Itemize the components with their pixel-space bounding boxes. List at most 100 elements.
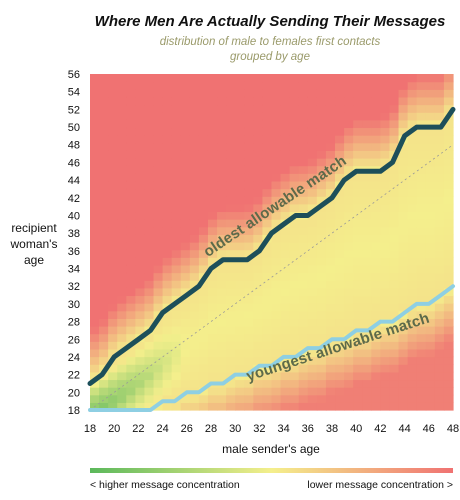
heatmap-cell: [235, 264, 245, 274]
heatmap-cell: [162, 196, 173, 205]
heatmap-cell: [316, 112, 327, 121]
heatmap-cell: [153, 242, 164, 251]
heatmap-cell: [362, 402, 372, 411]
heatmap-cell: [253, 74, 264, 83]
heatmap-cell: [425, 188, 436, 197]
heatmap-cell: [153, 165, 164, 174]
heatmap-cell: [244, 242, 254, 251]
heatmap-cell: [217, 242, 227, 251]
heatmap-cell: [117, 387, 127, 396]
heatmap-cell: [253, 234, 264, 243]
heatmap-cell: [325, 165, 336, 174]
heatmap-cell: [307, 226, 318, 235]
heatmap-cell: [362, 226, 372, 235]
heatmap-cell: [380, 287, 391, 297]
heatmap-cell: [389, 211, 400, 220]
heatmap-cell: [434, 264, 445, 274]
heatmap-cell: [153, 219, 164, 228]
heatmap-cell: [344, 112, 354, 121]
heatmap-cell: [189, 249, 200, 258]
x-tick-label: 32: [253, 423, 265, 435]
heatmap-cell: [425, 196, 436, 205]
heatmap-cell: [226, 394, 236, 403]
heatmap-cell: [325, 326, 336, 335]
heatmap-cell: [434, 272, 445, 281]
heatmap-cell: [217, 234, 227, 243]
heatmap-cell: [162, 89, 173, 98]
heatmap-cell: [135, 104, 146, 113]
heatmap-cell: [117, 188, 127, 197]
heatmap-cell: [425, 394, 436, 403]
heatmap-cell: [253, 264, 264, 274]
heatmap-cell: [407, 81, 418, 90]
heatmap-cell: [207, 196, 218, 205]
heatmap-cell: [108, 348, 118, 358]
heatmap-cell: [325, 96, 336, 106]
heatmap-cell: [244, 326, 254, 335]
heatmap-cell: [407, 219, 418, 228]
heatmap-cell: [262, 196, 273, 205]
heatmap-cell: [180, 348, 191, 358]
heatmap-cell: [434, 402, 445, 411]
heatmap-cell: [262, 264, 273, 274]
heatmap-cell: [99, 96, 109, 106]
heatmap-cell: [280, 211, 291, 220]
heatmap-cell: [280, 96, 291, 106]
heatmap-cell: [280, 341, 291, 350]
heatmap-cell: [434, 333, 445, 342]
heatmap-cell: [117, 280, 127, 289]
heatmap-cell: [298, 402, 309, 411]
heatmap-cell: [253, 287, 264, 297]
heatmap-cell: [180, 142, 191, 151]
heatmap-cell: [344, 264, 354, 274]
heatmap-cell: [398, 142, 409, 151]
heatmap-cell: [407, 379, 418, 388]
heatmap-cell: [407, 387, 418, 396]
heatmap-cell: [162, 371, 173, 381]
heatmap-cell: [289, 81, 300, 90]
heatmap-cell: [344, 356, 354, 365]
heatmap-cell: [344, 318, 354, 327]
heatmap-cell: [207, 333, 218, 342]
heatmap-cell: [189, 348, 200, 358]
heatmap-cell: [425, 280, 436, 289]
heatmap-cell: [117, 150, 127, 159]
heatmap-cell: [90, 74, 100, 83]
heatmap-cell: [443, 219, 454, 228]
heatmap-cell: [398, 371, 409, 381]
heatmap-cell: [443, 119, 454, 129]
heatmap-cell: [226, 119, 236, 129]
heatmap-cell: [135, 318, 146, 327]
heatmap-cell: [207, 180, 218, 190]
heatmap-cell: [280, 356, 291, 365]
heatmap-cell: [335, 387, 345, 396]
heatmap-cell: [144, 394, 155, 403]
heatmap-cell: [425, 226, 436, 235]
heatmap-cell: [108, 158, 118, 167]
heatmap-cell: [90, 280, 100, 289]
heatmap-cell: [235, 196, 245, 205]
heatmap-cell: [108, 104, 118, 113]
heatmap-cell: [307, 272, 318, 281]
y-tick-label: 22: [68, 370, 80, 382]
heatmap-cell: [307, 242, 318, 251]
heatmap-cell: [126, 402, 136, 411]
heatmap-cell: [307, 173, 318, 182]
heatmap-cell: [280, 81, 291, 90]
heatmap-cell: [371, 203, 381, 213]
heatmap-cell: [217, 364, 227, 373]
heatmap-cell: [344, 348, 354, 358]
heatmap-cell: [298, 272, 309, 281]
heatmap-cell: [180, 165, 191, 174]
heatmap-cell: [253, 341, 264, 350]
heatmap-cell: [108, 226, 118, 235]
heatmap-cell: [271, 326, 282, 335]
heatmap-cell: [389, 196, 400, 205]
heatmap-cell: [443, 249, 454, 258]
heatmap-cell: [307, 287, 318, 297]
heatmap-cell: [108, 96, 118, 106]
heatmap-cell: [362, 112, 372, 121]
heatmap-cell: [207, 96, 218, 106]
heatmap-cell: [226, 318, 236, 327]
heatmap-cell: [135, 348, 146, 358]
